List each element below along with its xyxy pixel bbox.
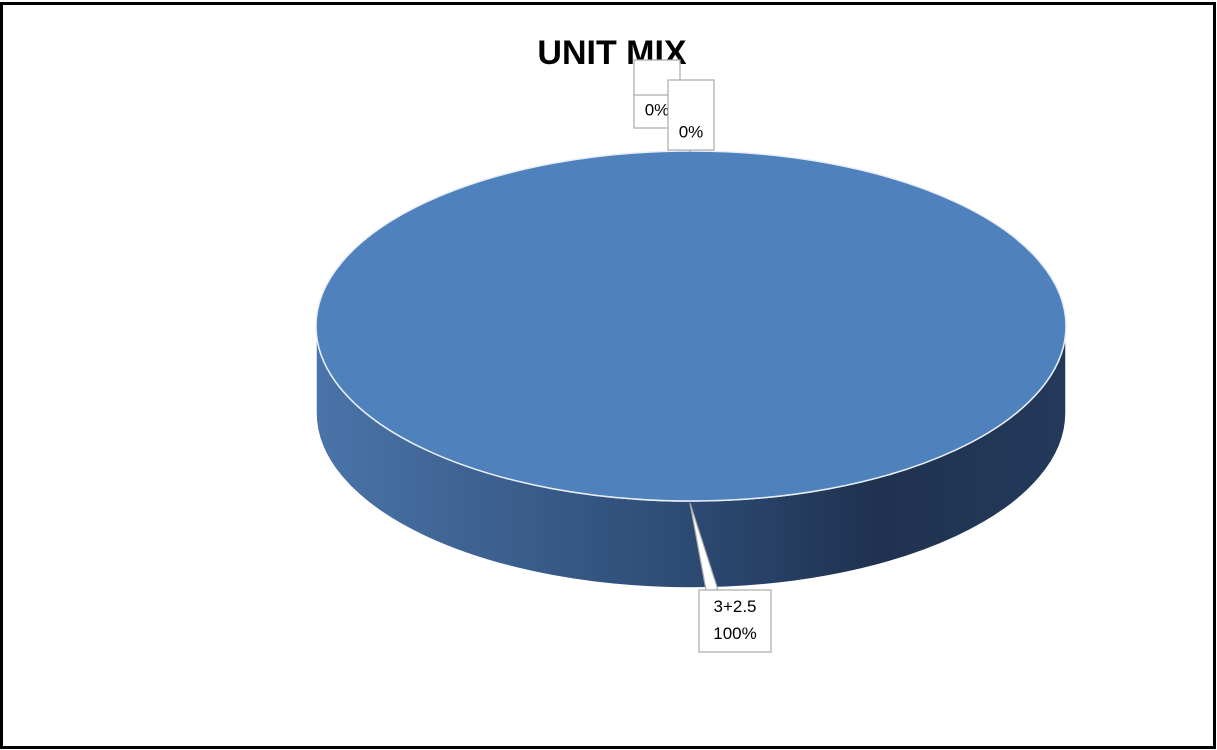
data-label: 100% [713, 624, 756, 643]
data-label: 0% [679, 122, 704, 141]
plot: 0% 0% 3+2.5 100% [315, 59, 1067, 653]
data-label-box [698, 589, 772, 653]
data-label-category: 3+2.5 [713, 597, 756, 616]
data-label-box [667, 79, 715, 151]
leader-line [633, 59, 681, 95]
pie-slice [315, 150, 1067, 502]
data-label: 0% [645, 100, 670, 119]
